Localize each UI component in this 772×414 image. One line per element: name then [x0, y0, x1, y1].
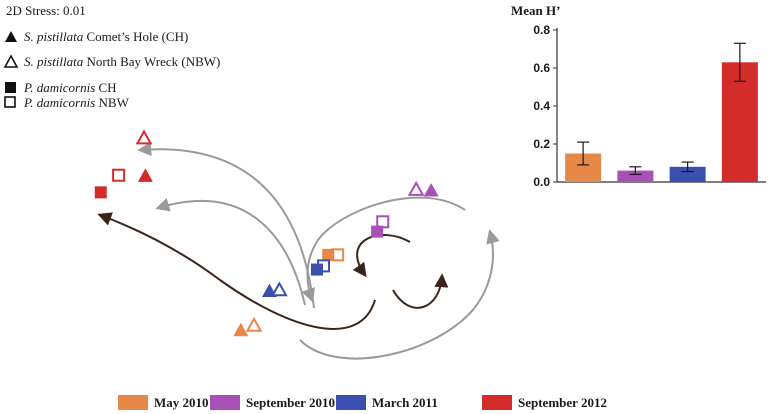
trajectory-arrow [301, 196, 466, 303]
error-bar [733, 42, 746, 82]
ordination-point-triangle-open [407, 180, 425, 196]
trajectory-arrow [97, 212, 376, 330]
ordination-point-square-filled [94, 186, 107, 199]
ordination-point-triangle-open [271, 281, 288, 297]
ordination-point-square-filled [310, 263, 323, 276]
bar-chart-tick-label: 0.6 [533, 61, 550, 75]
symbol-key-row: S. pistillata Comet’s Hole (CH) [5, 29, 188, 44]
ordination-point-square-open [112, 168, 126, 182]
ordination-point-square-filled [371, 225, 384, 238]
key-square-filled-icon [5, 82, 16, 93]
key-site: Comet’s Hole (CH) [86, 29, 188, 44]
legend-swatch [118, 395, 148, 410]
ordination-point-triangle-open [245, 316, 263, 332]
symbol-key-row: P. damicornis NBW [4, 95, 130, 110]
svg-text:S. pistillata: S. pistillata Comet’s Hole (CH) [24, 29, 188, 44]
bar-chart-tick-label: 0.2 [533, 137, 550, 151]
symbol-key-row: P. damicornis CH [5, 80, 117, 95]
symbol-key: S. pistillata Comet’s Hole (CH) S. pisti… [3, 29, 220, 110]
bar [669, 166, 706, 182]
trajectory-arrow [299, 229, 500, 360]
error-bar [681, 161, 694, 173]
legend-label: May 2010 [154, 395, 209, 410]
legend-item: May 2010 [118, 395, 209, 410]
bar [617, 170, 654, 182]
ordination-point-triangle-filled [233, 322, 249, 337]
ordination-point-triangle-open [135, 129, 153, 145]
trajectory-arrow [392, 273, 449, 309]
error-bar [629, 166, 642, 175]
legend-swatch [336, 395, 366, 410]
legend-label: September 2012 [518, 395, 607, 410]
bar-chart-tick-label: 0.0 [533, 175, 550, 189]
bar-chart-bars [565, 42, 758, 182]
key-square-open-icon [4, 96, 16, 108]
ordination-point-triangle-filled [137, 168, 153, 182]
bar-chart-tick-label: 0.4 [533, 99, 550, 113]
date-legend: May 2010 September 2010 March 2011 Septembe… [118, 395, 607, 410]
trajectory-arrow [352, 233, 411, 278]
key-species: S. pistillata [24, 54, 84, 69]
error-bar [577, 141, 590, 166]
stress-label: 2D Stress: 0.01 [6, 3, 86, 18]
ordination-points [94, 129, 439, 337]
svg-text:P. damicornis: P. damicornis CH [23, 80, 117, 95]
legend-item: September 2012 [482, 395, 607, 410]
trajectory-arrows [97, 142, 500, 360]
key-species: P. damicornis [23, 95, 95, 110]
bar-chart-y-label: Mean H’ [511, 3, 560, 18]
legend-label: March 2011 [372, 395, 438, 410]
key-species: S. pistillata [24, 29, 84, 44]
bar-chart: Mean H’ 0.0 0.2 0.4 0.6 0.8 [511, 3, 766, 189]
trajectory-arrow [155, 198, 306, 306]
legend-item: September 2010 [210, 395, 335, 410]
legend-swatch [210, 395, 240, 410]
bar [721, 62, 758, 182]
ordination-point-square-filled [322, 248, 335, 261]
legend-swatch [482, 395, 512, 410]
svg-text:P. damicornis: P. damicornis NBW [23, 95, 130, 110]
legend-label: September 2010 [246, 395, 335, 410]
svg-text:S. pistillata: S. pistillata North Bay Wreck (NBW) [24, 54, 220, 69]
key-triangle-open-icon [3, 54, 19, 68]
trajectory-arrow [137, 142, 315, 309]
key-site: NBW [99, 95, 130, 110]
key-site: North Bay Wreck (NBW) [86, 54, 220, 69]
symbol-key-row: S. pistillata North Bay Wreck (NBW) [3, 54, 220, 69]
key-species: P. damicornis [23, 80, 95, 95]
bar-chart-tick-label: 0.8 [533, 23, 550, 37]
legend-item: March 2011 [336, 395, 438, 410]
key-site: CH [99, 80, 117, 95]
key-triangle-filled-icon [5, 31, 17, 42]
ordination-point-triangle-filled [423, 183, 439, 197]
